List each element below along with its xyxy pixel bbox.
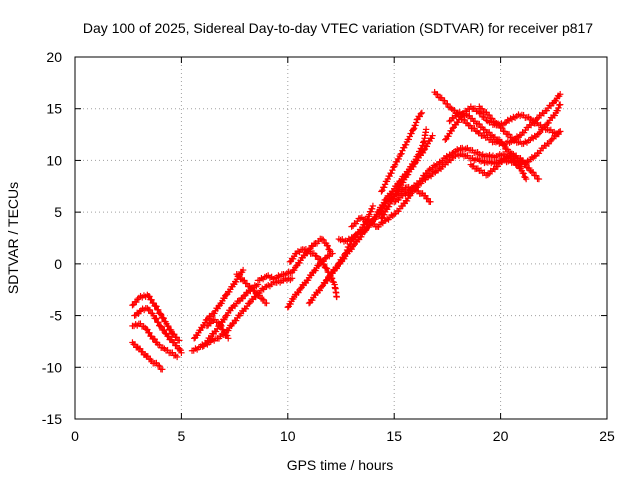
x-tick-label: 0: [71, 428, 79, 444]
chart-title: Day 100 of 2025, Sidereal Day-to-day VTE…: [83, 20, 593, 36]
y-tick-label: 10: [46, 152, 62, 168]
data-layer: [129, 88, 564, 373]
y-tick-label: 15: [46, 101, 62, 117]
y-tick-label: 5: [54, 204, 62, 220]
plot-frame: [74, 56, 608, 420]
x-tick-label: 25: [599, 428, 615, 444]
x-tick-label: 5: [178, 428, 186, 444]
x-axis-label: GPS time / hours: [287, 457, 394, 473]
y-tick-label: 0: [54, 256, 62, 272]
y-axis-label: SDTVAR / TECUs: [5, 182, 21, 294]
x-tick-label: 15: [386, 428, 402, 444]
x-tick-label: 10: [280, 428, 296, 444]
y-tick-label: 20: [46, 49, 62, 65]
y-tick-label: -5: [50, 308, 63, 324]
axis-layer: [74, 56, 608, 420]
x-tick-label: 20: [493, 428, 509, 444]
y-tick-label: -10: [42, 359, 62, 375]
tick-layer: 0 5 10 15 20 25 -15 -10 -5 0 5 10 15 20: [42, 49, 615, 444]
y-tick-label: -15: [42, 411, 62, 427]
